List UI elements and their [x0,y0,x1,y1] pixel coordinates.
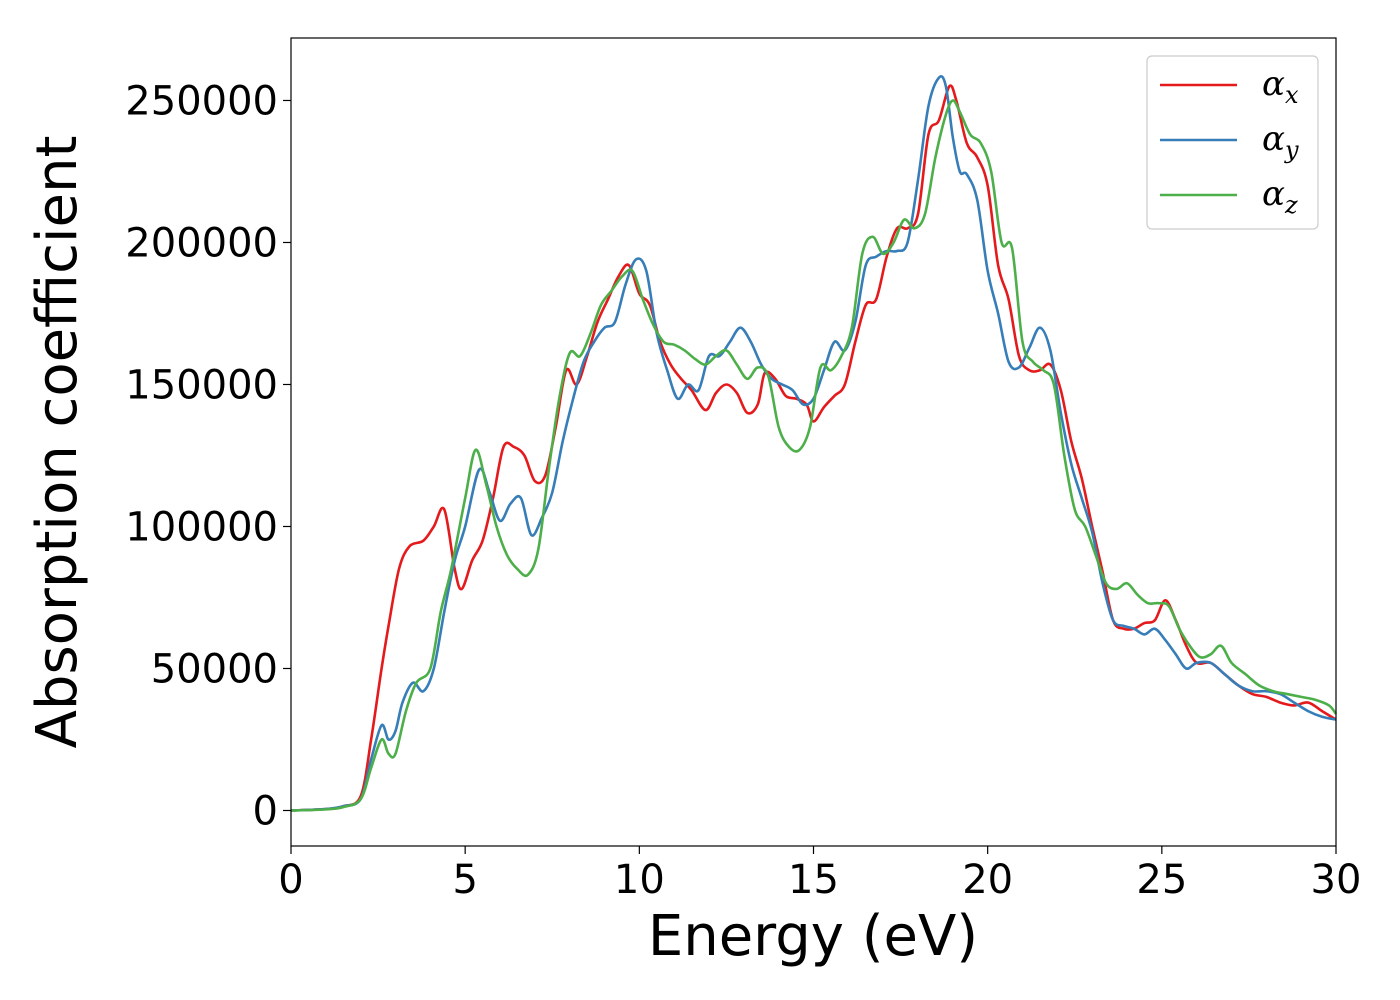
y-tick-label: 100000 [125,504,278,550]
x-tick-label: 30 [1311,857,1362,903]
x-axis-label: Energy (eV) [648,904,978,969]
y-tick-label: 50000 [151,646,278,692]
x-tick-label: 10 [614,857,665,903]
series-line-x [290,84,1337,812]
series-line-z [290,99,1338,812]
x-tick-label: 20 [962,857,1013,903]
y-tick-label: 250000 [125,78,278,124]
y-tick-label: 0 [253,788,278,834]
y-tick-label: 150000 [125,362,278,408]
y-axis-ticks: 0 50000 100000 150000 200000 250000 [125,78,291,834]
x-axis-ticks: 0 5 10 15 20 25 30 [278,846,1361,903]
y-axis-label: Absorption coefficient [25,136,90,749]
x-tick-label: 5 [452,857,477,903]
legend-box [1146,55,1319,230]
series-layer [290,75,1338,812]
y-tick-label: 200000 [125,220,278,266]
x-tick-label: 15 [788,857,839,903]
x-tick-label: 0 [278,857,303,903]
x-tick-label: 25 [1136,857,1187,903]
